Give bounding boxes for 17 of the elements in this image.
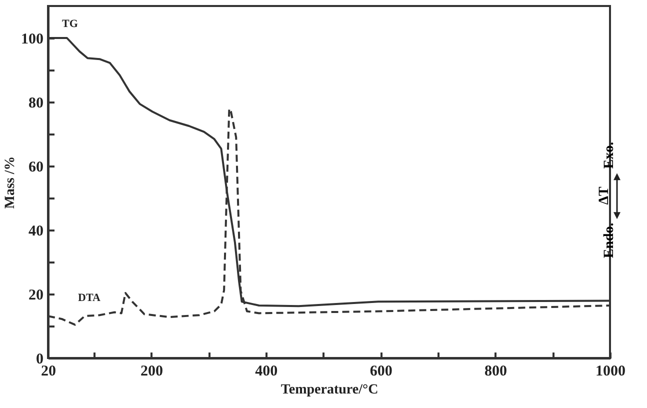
x-axis-title: Temperature/°C: [280, 382, 378, 398]
y-tick-label: 0: [36, 352, 44, 368]
text: Endo. ΔT Exo.: [597, 142, 617, 258]
y-tick-label: 60: [28, 160, 44, 176]
y-axis-title: Mass /%: [3, 156, 18, 209]
x-tick-label: 200: [140, 364, 163, 380]
x-tick-label: 20: [41, 364, 56, 380]
series-label: DTA: [78, 292, 100, 304]
x-tick-label: 1000: [596, 364, 626, 380]
x-tick-label: 400: [255, 364, 278, 380]
y-tick-label: 80: [28, 96, 44, 112]
x-tick-label: 600: [370, 364, 392, 380]
x-tick-label: 800: [484, 364, 508, 380]
y-tick-label: 100: [21, 32, 44, 48]
y-tick-label: 40: [28, 224, 44, 240]
series-label: TG: [62, 18, 78, 30]
y-tick-label: 20: [28, 288, 44, 304]
